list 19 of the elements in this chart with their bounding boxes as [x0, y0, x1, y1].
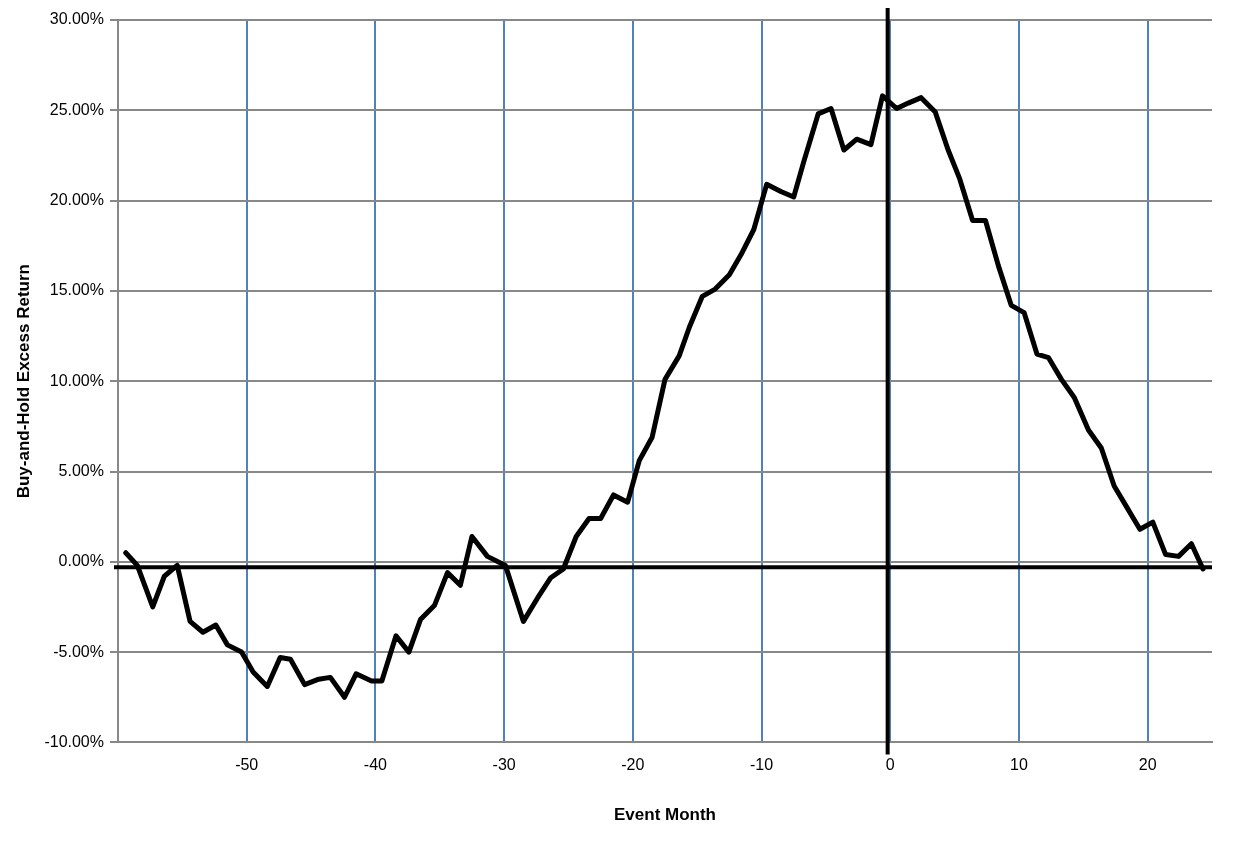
x-tick-label: -20 — [621, 756, 645, 774]
x-axis-title: Event Month — [614, 805, 716, 825]
y-tick-label: 25.00% — [49, 100, 104, 118]
x-tick-label: -50 — [235, 756, 259, 774]
x-tick-label: -10 — [749, 756, 774, 774]
y-tick-label: -10.00% — [44, 732, 104, 750]
y-tick-label: 15.00% — [49, 281, 104, 299]
x-tick-label: 10 — [1010, 756, 1028, 774]
y-axis-title: Buy-and-Hold Excess Return — [13, 264, 33, 499]
y-tick-label: 0.00% — [58, 552, 104, 570]
x-tick-label: -40 — [363, 756, 388, 774]
y-tick-label: -5.00% — [53, 642, 104, 660]
y-tick-label: 20.00% — [49, 191, 104, 209]
x-tick-label: 20 — [1138, 756, 1157, 774]
x-tick-label: -30 — [492, 756, 516, 774]
y-tick-label: 5.00% — [58, 461, 104, 479]
y-tick-label: 30.00% — [49, 10, 104, 28]
x-tick-label: 0 — [885, 756, 895, 774]
y-tick-label: 10.00% — [49, 371, 104, 389]
